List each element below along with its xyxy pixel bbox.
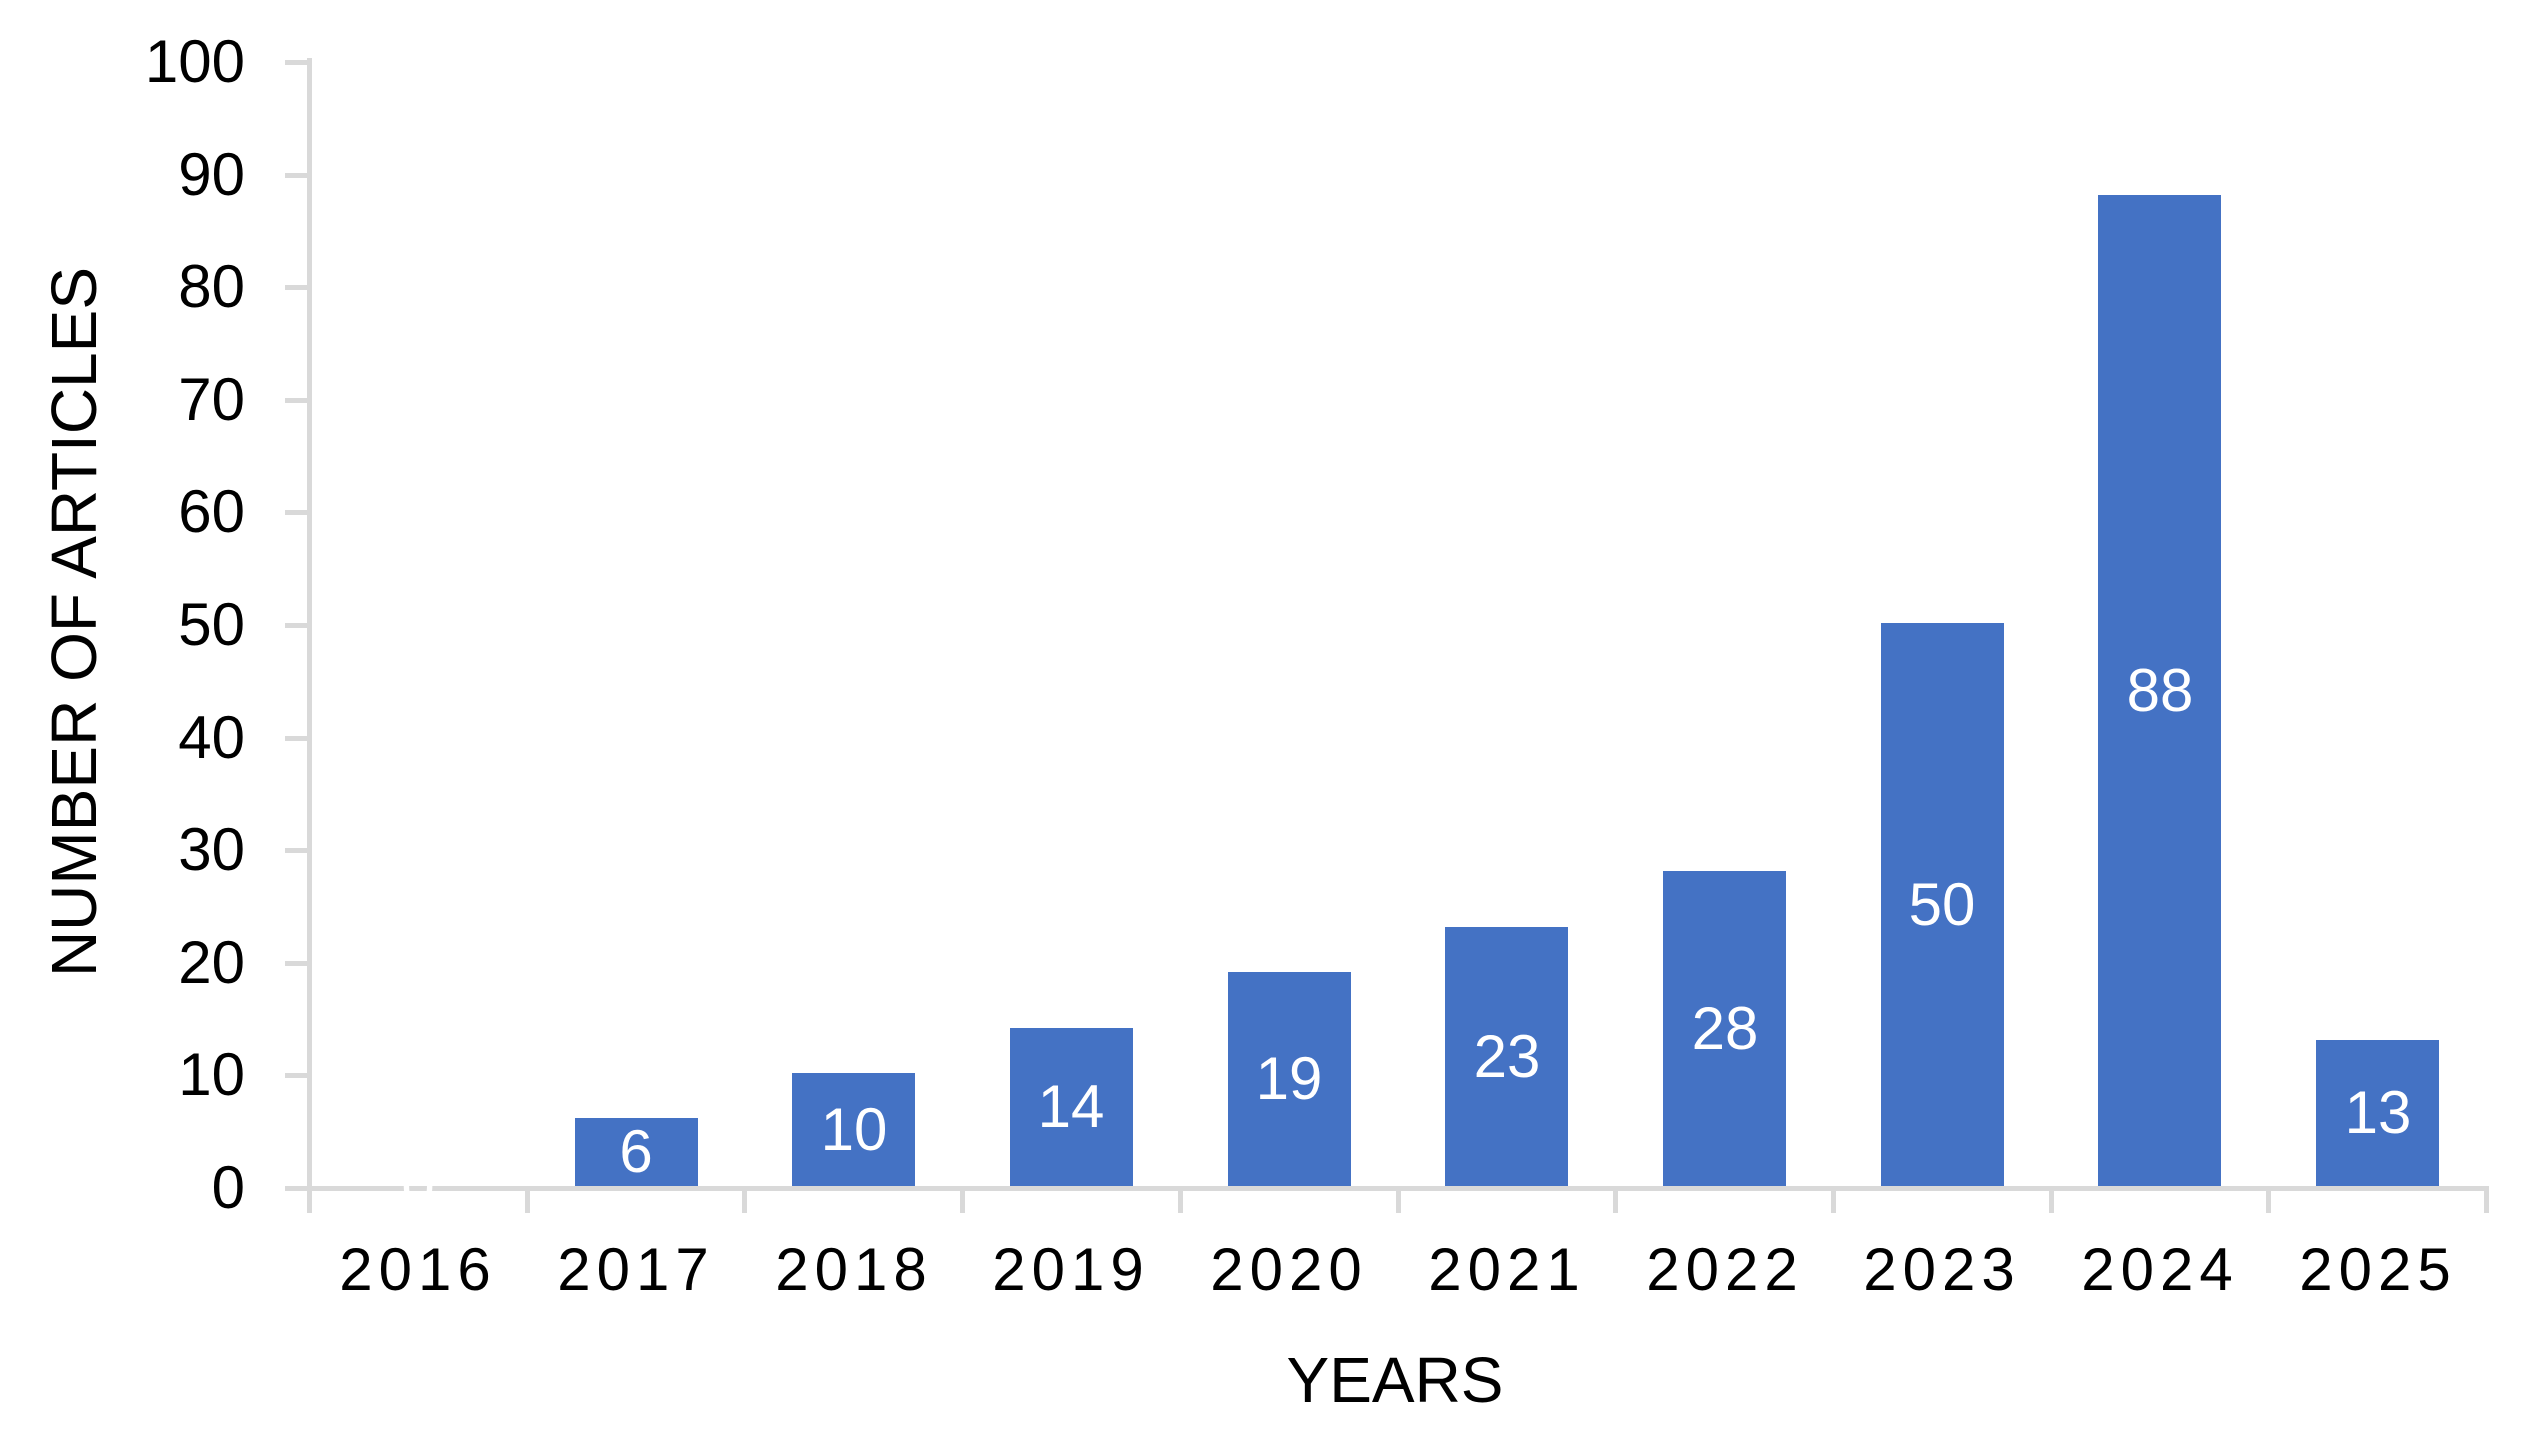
x-tick-label-2023: 2023 <box>1863 1236 2021 1303</box>
x-tick-8 <box>2049 1186 2054 1213</box>
y-tick-90 <box>285 173 312 178</box>
y-tick-0 <box>285 1186 312 1191</box>
bar-2025 <box>2316 1040 2439 1186</box>
bar-label-2016: 0 <box>401 1152 435 1219</box>
y-tick-label-30: 30 <box>178 816 245 883</box>
x-tick-label-2020: 2020 <box>1210 1236 1368 1303</box>
y-tick-50 <box>285 623 312 628</box>
bar-2022 <box>1663 871 1786 1186</box>
y-axis-line <box>307 58 312 1213</box>
x-tick-1 <box>525 1186 530 1213</box>
x-tick-7 <box>1831 1186 1836 1213</box>
bar-label-2022: 28 <box>1691 995 1759 1062</box>
y-tick-10 <box>285 1073 312 1078</box>
bar-2023 <box>1881 623 2004 1186</box>
y-tick-label-70: 70 <box>178 366 245 433</box>
bar-label-2021: 23 <box>1473 1023 1541 1090</box>
y-tick-label-90: 90 <box>178 141 245 208</box>
x-tick-3 <box>960 1186 965 1213</box>
x-tick-5 <box>1396 1186 1401 1213</box>
x-tick-10 <box>2484 1186 2489 1213</box>
y-tick-label-100: 100 <box>144 28 245 95</box>
x-tick-label-2018: 2018 <box>775 1236 933 1303</box>
y-tick-label-80: 80 <box>178 253 245 320</box>
bar-2017 <box>575 1118 698 1186</box>
y-tick-30 <box>285 848 312 853</box>
bar-label-2024: 88 <box>2126 657 2194 724</box>
x-axis-line <box>285 1186 2489 1191</box>
bar-label-2025: 13 <box>2344 1079 2412 1146</box>
x-tick-2 <box>742 1186 747 1213</box>
bar-label-2019: 14 <box>1037 1073 1105 1140</box>
y-tick-70 <box>285 398 312 403</box>
x-tick-6 <box>1613 1186 1618 1213</box>
y-tick-60 <box>285 510 312 515</box>
y-tick-100 <box>285 60 312 65</box>
x-tick-label-2024: 2024 <box>2081 1236 2239 1303</box>
y-tick-label-0: 0 <box>211 1154 245 1221</box>
x-tick-label-2017: 2017 <box>557 1236 715 1303</box>
bar-label-2020: 19 <box>1255 1045 1323 1112</box>
y-tick-80 <box>285 285 312 290</box>
y-tick-20 <box>285 961 312 966</box>
x-tick-9 <box>2266 1186 2271 1213</box>
bar-2019 <box>1010 1028 1133 1186</box>
x-tick-4 <box>1178 1186 1183 1213</box>
bar-2020 <box>1228 972 1351 1186</box>
bar-label-2018: 10 <box>820 1096 888 1163</box>
y-tick-label-60: 60 <box>178 478 245 545</box>
bar-2018 <box>792 1073 915 1186</box>
bar-2024 <box>2098 195 2221 1186</box>
bar-label-2017: 6 <box>619 1118 653 1185</box>
x-tick-label-2025: 2025 <box>2299 1236 2457 1303</box>
x-tick-0 <box>307 1186 312 1213</box>
x-tick-label-2016: 2016 <box>339 1236 497 1303</box>
bar-2021 <box>1445 927 1568 1186</box>
y-tick-40 <box>285 736 312 741</box>
x-axis-title: YEARS <box>1286 1344 1504 1416</box>
y-tick-label-40: 40 <box>178 704 245 771</box>
x-tick-label-2019: 2019 <box>992 1236 1150 1303</box>
y-tick-label-10: 10 <box>178 1041 245 1108</box>
y-tick-label-50: 50 <box>178 591 245 658</box>
bar-label-2023: 50 <box>1908 871 1976 938</box>
y-tick-label-20: 20 <box>178 929 245 996</box>
x-tick-label-2021: 2021 <box>1428 1236 1586 1303</box>
x-tick-label-2022: 2022 <box>1646 1236 1804 1303</box>
